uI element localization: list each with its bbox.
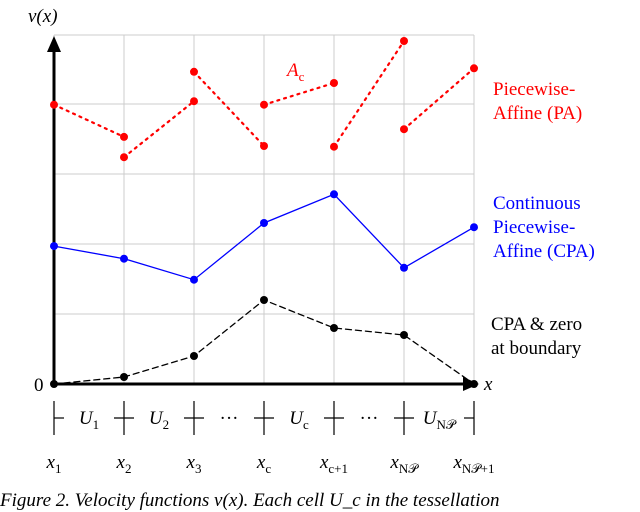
pa-point bbox=[470, 64, 478, 72]
pa-point bbox=[120, 153, 128, 161]
x-axis-label: x bbox=[483, 374, 493, 395]
series-point-2 bbox=[50, 380, 58, 388]
pa-point bbox=[50, 101, 58, 109]
origin-label: 0 bbox=[34, 375, 44, 396]
pa-point bbox=[260, 101, 268, 109]
legend-label-1: Piecewise- bbox=[493, 217, 575, 238]
legend-label-2: at boundary bbox=[491, 338, 582, 359]
pa-point bbox=[190, 97, 198, 105]
pa-point bbox=[330, 143, 338, 151]
series-point-1 bbox=[470, 223, 478, 231]
pa-point bbox=[120, 133, 128, 141]
figure-caption: Figure 2. Velocity functions v(x). Each … bbox=[0, 490, 499, 512]
cell-label: ··· bbox=[220, 408, 239, 429]
velocity-diagram: v(x) x 0 Piecewise- Affine (PA) Continuous Pie… bbox=[0, 0, 640, 508]
cell-label: U2 bbox=[149, 408, 169, 432]
cell-label: Uc bbox=[289, 408, 309, 432]
series-point-2 bbox=[400, 331, 408, 339]
x-tick-label: xN𝒫 bbox=[389, 452, 419, 476]
annotation-ac: Ac bbox=[285, 60, 305, 84]
series-point-1 bbox=[190, 276, 198, 284]
pa-segment bbox=[264, 83, 334, 105]
pa-point bbox=[400, 125, 408, 133]
series-point-1 bbox=[50, 242, 58, 250]
legend-label-0: Affine (PA) bbox=[493, 103, 582, 124]
y-axis-label: v(x) bbox=[28, 6, 58, 27]
series-point-1 bbox=[260, 219, 268, 227]
x-tick-label: x3 bbox=[186, 452, 202, 476]
x-tick-label: x2 bbox=[116, 452, 132, 476]
x-tick-label: xc bbox=[256, 452, 271, 476]
series-point-2 bbox=[120, 373, 128, 381]
x-tick-label: xN𝒫+1 bbox=[452, 452, 494, 476]
legend-label-0: Piecewise- bbox=[493, 79, 575, 100]
pa-point bbox=[260, 142, 268, 150]
cell-label: UN𝒫 bbox=[423, 408, 457, 432]
cell-label: U1 bbox=[79, 408, 99, 432]
pa-point bbox=[330, 79, 338, 87]
x-tick-label: x1 bbox=[46, 452, 62, 476]
pa-segment bbox=[404, 68, 474, 129]
legend-label-2: CPA & zero bbox=[491, 314, 582, 335]
cell-label: ··· bbox=[360, 408, 379, 429]
pa-segment bbox=[124, 101, 194, 157]
series-point-1 bbox=[120, 255, 128, 263]
series-point-2 bbox=[190, 352, 198, 360]
pa-segment bbox=[194, 72, 264, 146]
x-tick-label: xc+1 bbox=[319, 452, 348, 476]
pa-segment bbox=[334, 41, 404, 147]
series-point-2 bbox=[470, 380, 478, 388]
pa-segment bbox=[54, 105, 124, 137]
legend-label-1: Continuous bbox=[493, 193, 581, 214]
legend-label-1: Affine (CPA) bbox=[493, 241, 595, 262]
series-point-1 bbox=[400, 264, 408, 272]
series-point-1 bbox=[330, 190, 338, 198]
series-point-2 bbox=[330, 324, 338, 332]
series-point-2 bbox=[260, 296, 268, 304]
y-axis-arrow-icon bbox=[47, 36, 61, 52]
pa-point bbox=[190, 68, 198, 76]
pa-point bbox=[400, 37, 408, 45]
